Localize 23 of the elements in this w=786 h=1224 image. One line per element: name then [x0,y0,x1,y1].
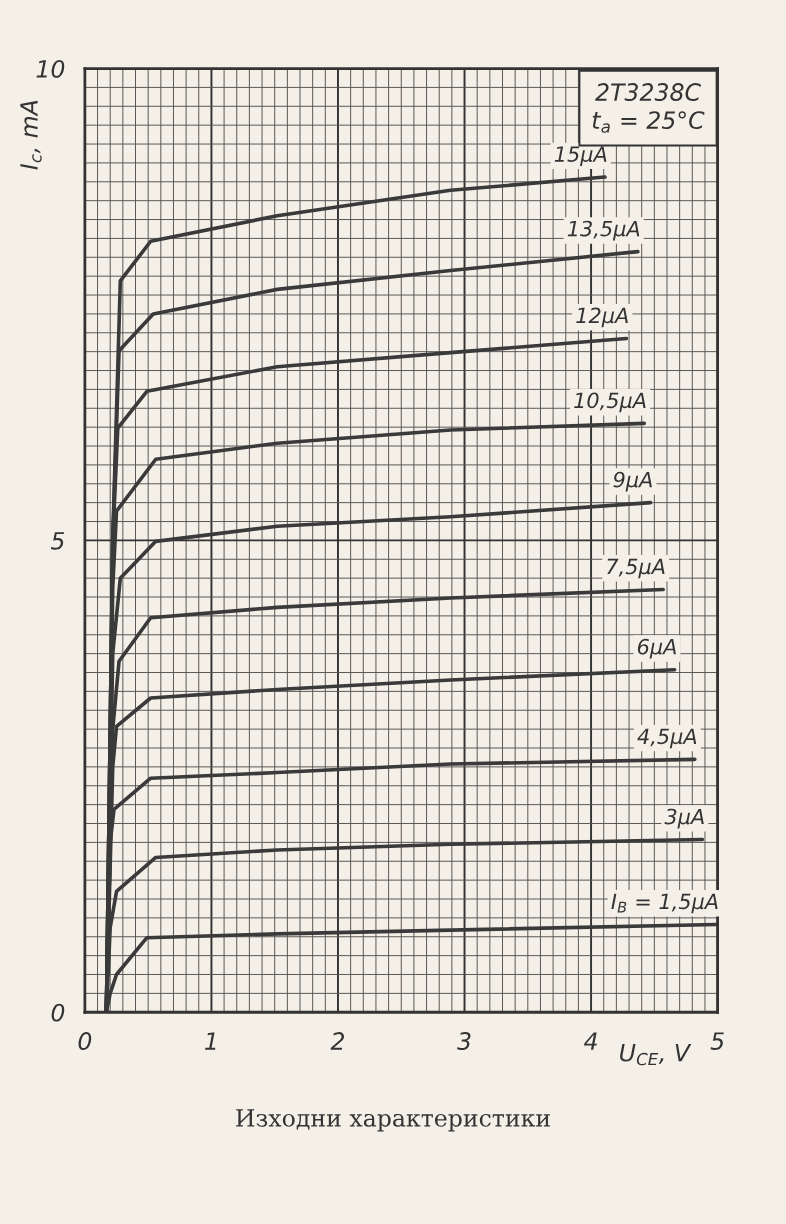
x-tick-label: 5 [710,1032,724,1050]
y-tick-label: 0 [51,1003,65,1022]
y-tick-label: 10 [36,59,65,78]
series-label: 3μA [664,808,704,829]
series-label: 15μA [554,146,607,166]
annotation: 2T3238C t$_{a}$ = 25°C [592,83,705,133]
x-tick-label: 1 [205,1032,216,1050]
text: Изходни характеристики [236,1109,550,1132]
series-label: 4,5μA [637,728,697,749]
x-tick-label: 4 [583,1032,597,1050]
series-label: I$_{B}$ = 1,5μA [611,893,718,914]
y-axis-title: I$_{c}$, mA [20,100,42,170]
x-tick-label: 2 [330,1032,345,1050]
y-tick-label: 5 [50,532,65,550]
series-label: 12μA [576,307,628,328]
series-label: 7,5μA [607,558,665,579]
series-label: 10,5μA [574,392,646,413]
x-tick-label: 0 [78,1032,92,1050]
x-axis-title: U$_{CE}$, V [620,1043,692,1066]
series-label: 13,5μA [567,220,640,241]
series-label: 6μA [637,638,676,659]
series-label: 9μA [613,471,652,492]
x-tick-label: 3 [457,1032,471,1050]
